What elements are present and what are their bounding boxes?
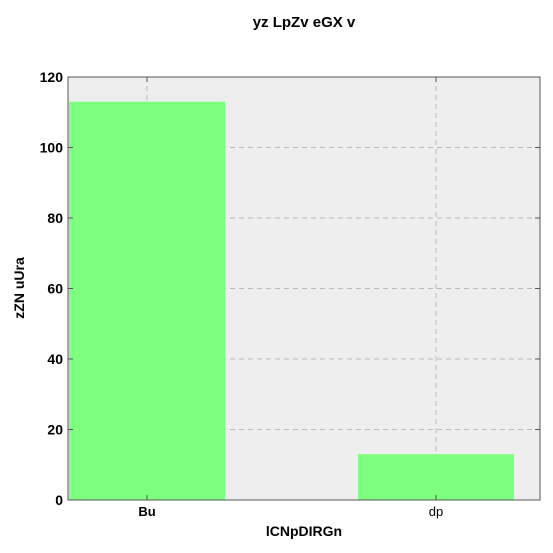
y-tick-label: 80 <box>47 210 63 226</box>
tick-labels: 0 20 40 60 80 100 120 Bu dp <box>40 69 444 519</box>
y-tick-label: 0 <box>55 492 63 508</box>
x-axis-label: lCNpDIRGn <box>266 523 342 539</box>
y-tick-label: 100 <box>40 140 64 156</box>
y-tick-label: 60 <box>47 281 63 297</box>
bars <box>69 101 514 501</box>
bar-dp <box>358 454 514 500</box>
bar-bu <box>69 101 225 501</box>
y-tick-label: 40 <box>47 351 63 367</box>
ticks <box>68 76 540 501</box>
y-tick-label: 120 <box>40 69 64 85</box>
chart-title: yz LpZv eGX v <box>253 14 356 31</box>
x-tick-label: Bu <box>138 504 155 519</box>
x-tick-label: dp <box>429 504 443 519</box>
y-axis-label: zZN uUra <box>11 257 27 319</box>
y-tick-label: 20 <box>47 422 63 438</box>
